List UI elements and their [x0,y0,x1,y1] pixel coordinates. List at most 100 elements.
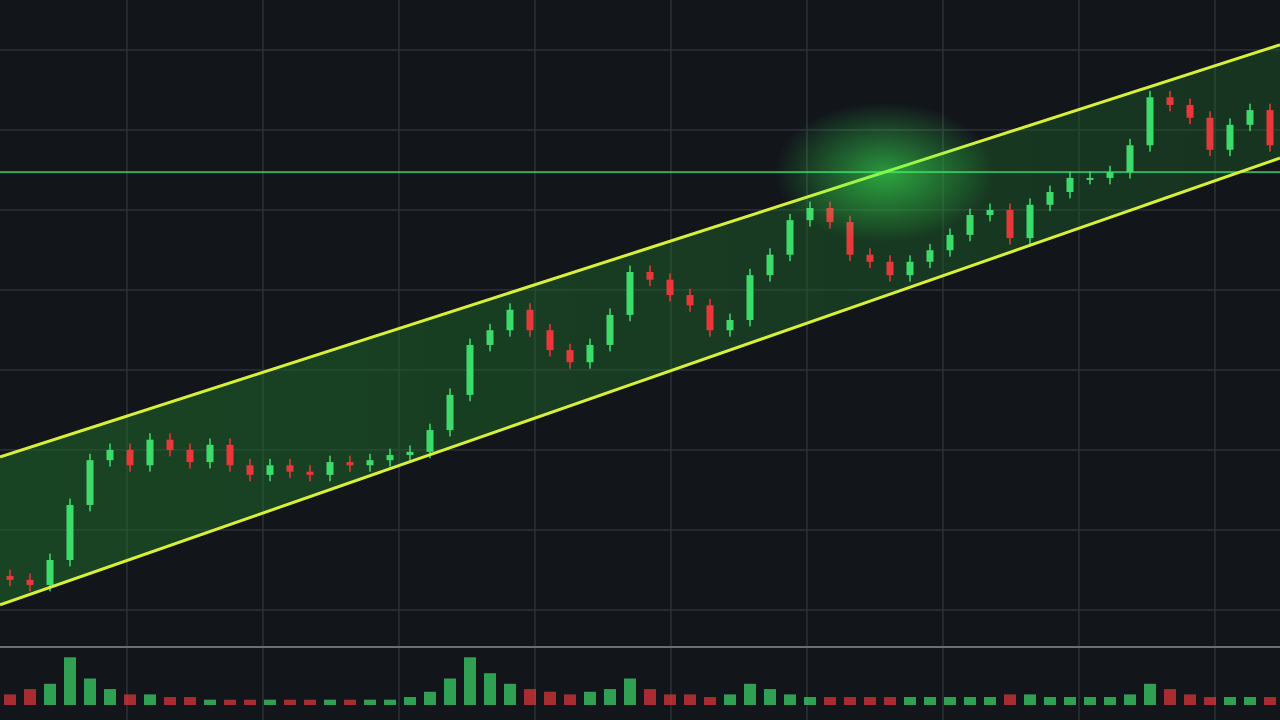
volume-bar [324,699,336,705]
candle-body [146,439,154,466]
candle-body [486,330,494,345]
candle-body [566,350,574,363]
candle-body [206,444,214,463]
volume-bar [744,683,756,705]
volume-bar [884,697,896,705]
volume-bar [724,694,736,705]
glow [774,102,995,243]
volume-bar [624,678,636,705]
candle-body [946,234,954,251]
volume-bar [1144,683,1156,705]
candle-body [6,576,14,580]
candle-body [406,451,414,456]
volume-bar [144,694,156,705]
candle-body [986,209,994,216]
volume-bar [784,694,796,705]
volume-bar [44,683,56,705]
candle-body [526,309,534,331]
candle-body [26,579,34,585]
volume-bar [684,694,696,705]
volume-bar [484,673,496,705]
volume-bar [364,699,376,705]
volume-bar [1184,694,1196,705]
candle-body [626,272,634,315]
volume-bar [284,699,296,705]
volume-bar [824,697,836,705]
volume-bar [924,697,936,705]
candle-body [326,462,334,475]
candle-body [346,462,354,466]
candle-body [1206,117,1214,150]
volume-bar [764,689,776,705]
candle-body [306,471,314,475]
channel-lower [0,156,1280,607]
volume-bar [1084,697,1096,705]
candle-body [86,460,94,505]
volume-bar [124,694,136,705]
volume-bar [404,697,416,705]
candle-body [706,305,714,331]
volume-bar [864,697,876,705]
candle-body [1266,110,1274,146]
candle-body [466,344,474,395]
candle-body [866,254,874,262]
volume-bar [244,699,256,705]
volume-bar [504,683,516,705]
volume-bar [224,699,236,705]
candle-body [386,455,394,461]
volume-bar [904,697,916,705]
candle-body [46,560,54,585]
candle-body [726,320,734,331]
volume-bar [1244,697,1256,705]
candle-body [546,330,554,351]
volume-bar [304,699,316,705]
volume-bar [1044,697,1056,705]
volume-bar [1024,694,1036,705]
channel-upper [0,43,1280,459]
volume-bar [944,697,956,705]
candle-body [1146,97,1154,146]
volume-bar [344,699,356,705]
volume-bar [704,697,716,705]
candle-body [226,444,234,466]
candle-body [666,279,674,296]
volume-bar [184,697,196,705]
candle-body [66,504,74,560]
volume-bar [424,691,436,705]
volume-bar [1104,697,1116,705]
candle-body [1186,104,1194,118]
candle-body [126,449,134,466]
candle-body [1246,110,1254,125]
volume-bar [664,694,676,705]
candle-body [1226,124,1234,150]
candle-body [266,465,274,475]
volume-bar [464,657,476,705]
volume-bar [844,697,856,705]
volume-bar [64,657,76,705]
candle-body [966,215,974,235]
candle-body [506,309,514,331]
candle-body [746,275,754,320]
candle-body [886,261,894,276]
candle-body [1046,192,1054,205]
volume-bar [164,697,176,705]
candle-body [926,250,934,262]
candle-body [1026,204,1034,239]
candle-body [286,465,294,472]
candle-body [166,439,174,450]
candle-body [1006,209,1014,239]
candle-body [246,465,254,475]
volume-bar [4,694,16,705]
volume-bar [984,697,996,705]
volume-bar [964,697,976,705]
candle-body [446,394,454,431]
volume-bar [104,689,116,705]
candle-body [766,254,774,276]
volume-bar [1124,694,1136,705]
candle-body [1126,145,1134,173]
candle-body [1106,172,1114,178]
volume-bar [804,697,816,705]
volume-bar [584,691,596,705]
candle-body [646,272,654,280]
